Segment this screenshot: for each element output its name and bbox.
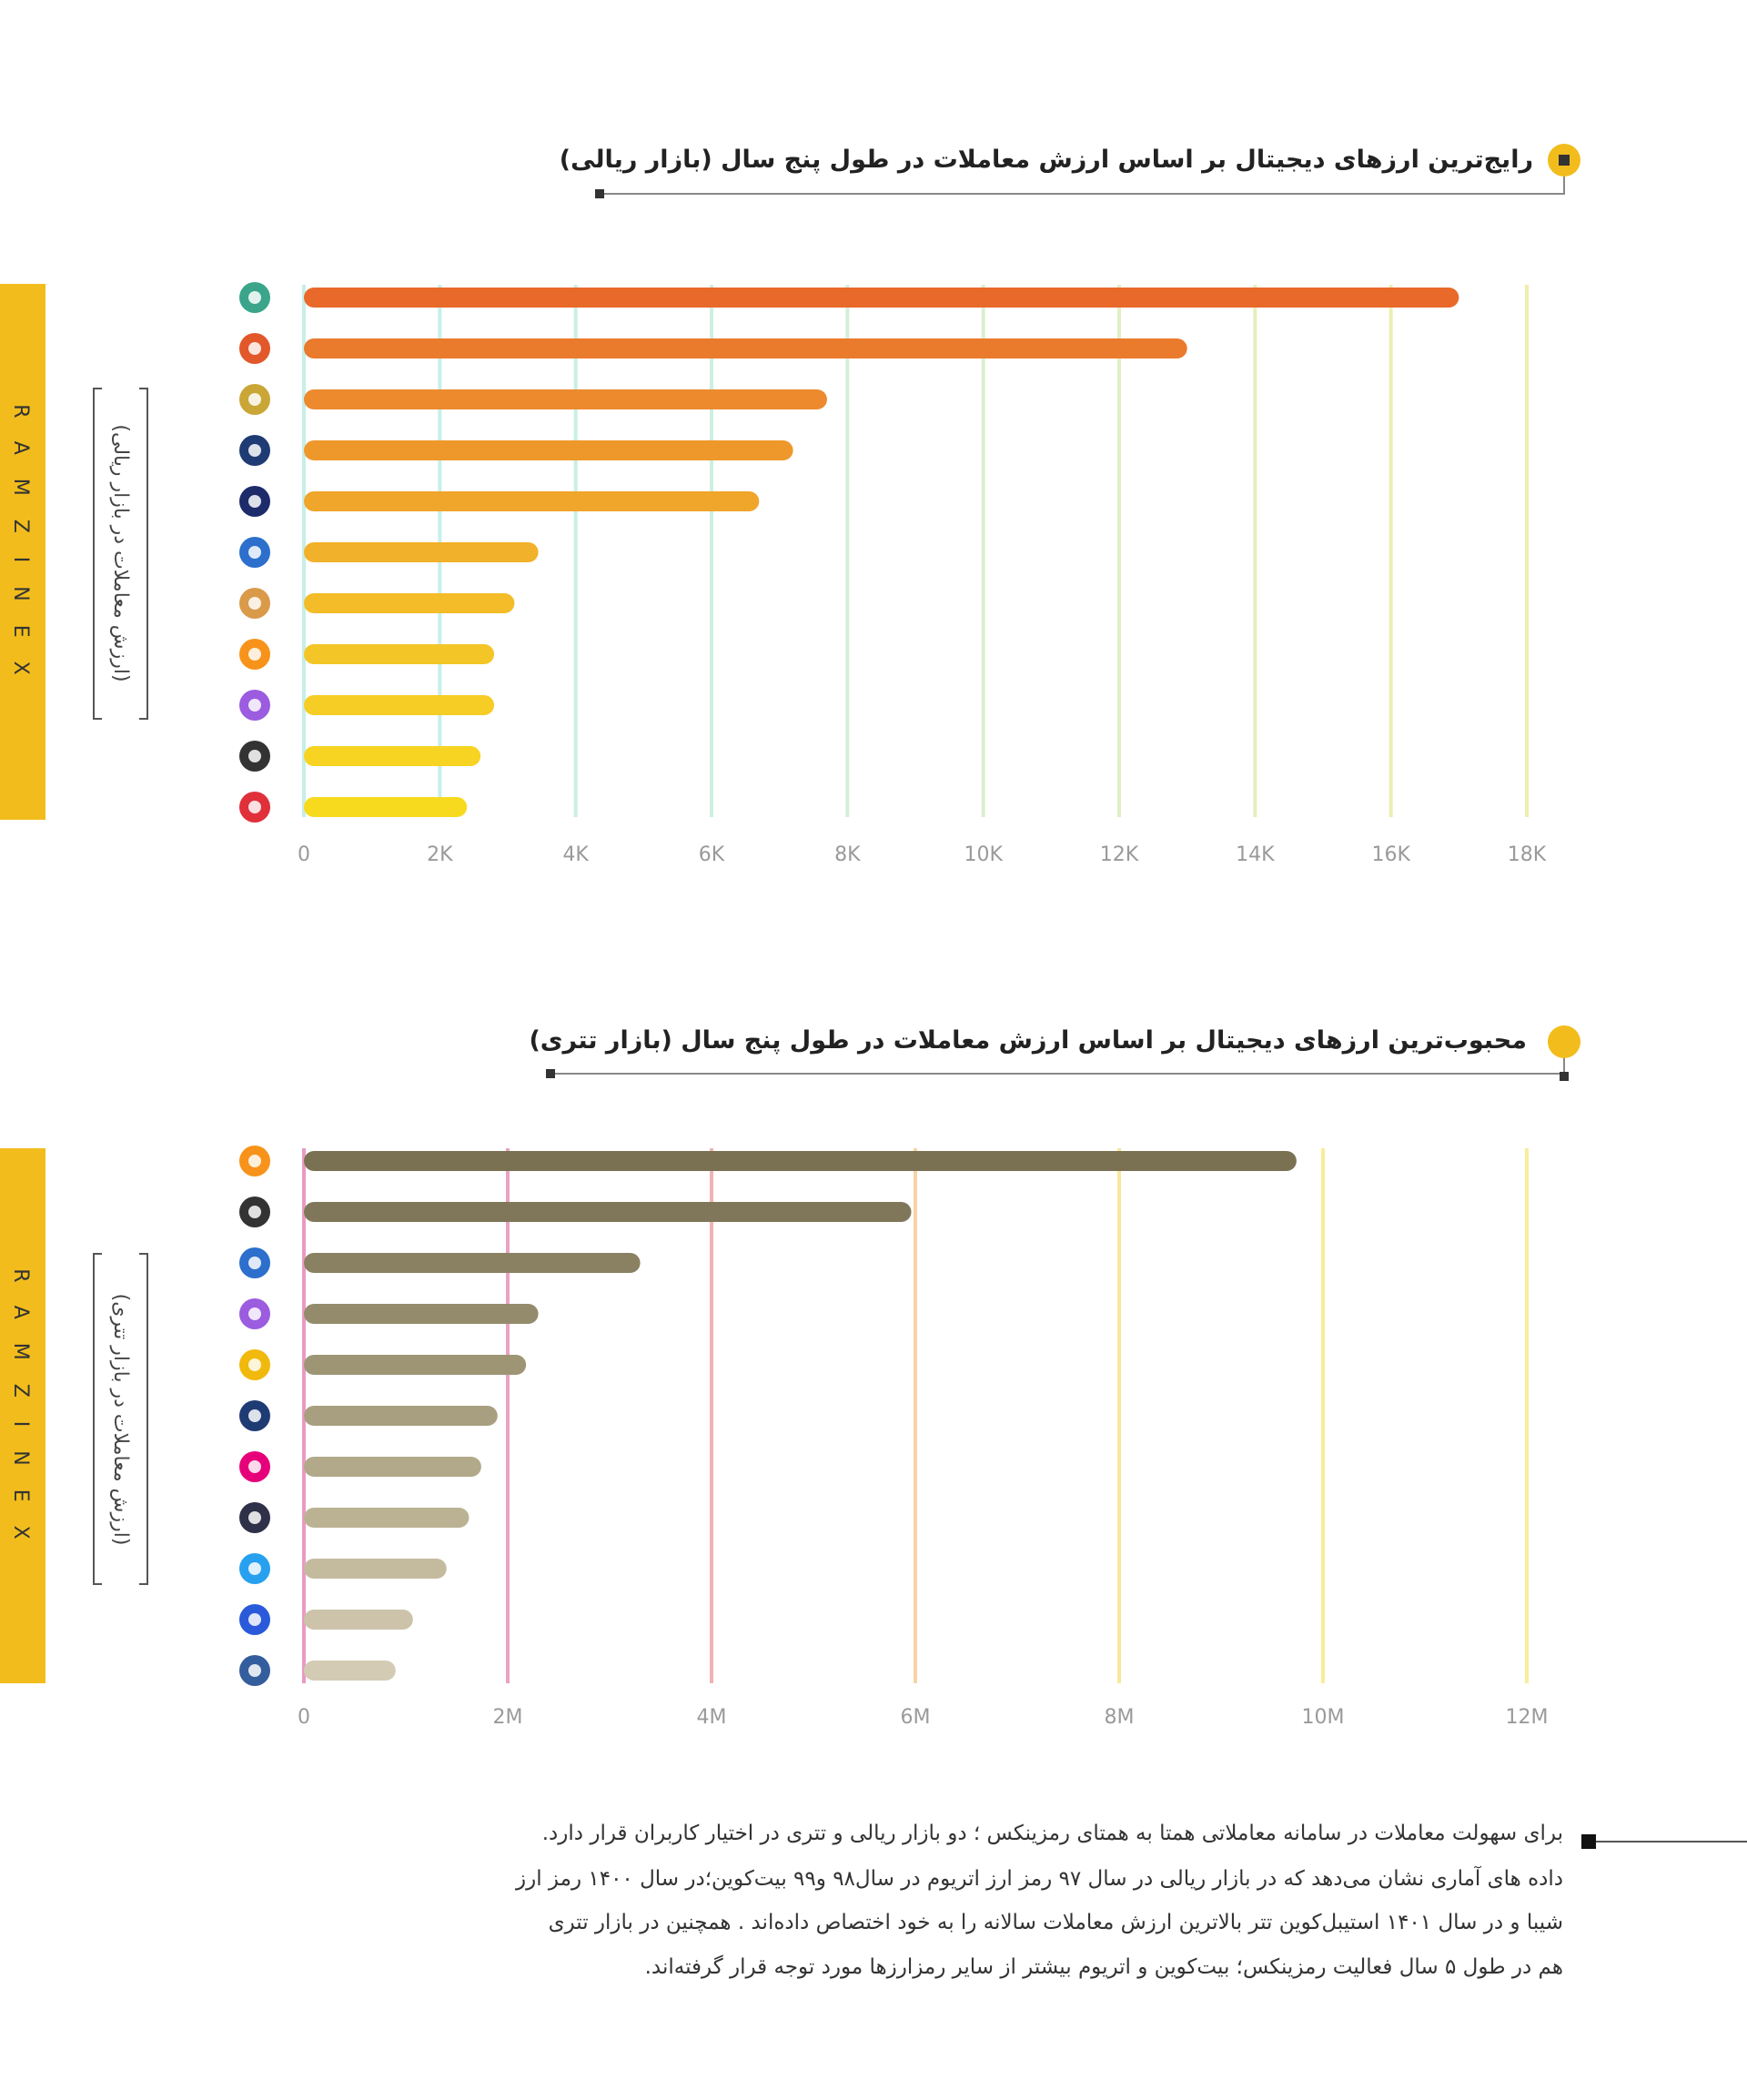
coin-icon-inner: [248, 1562, 261, 1575]
y-axis-label: (ارزش معاملات در بازار تتری): [109, 1294, 132, 1546]
coin-icon-inner: [248, 1511, 261, 1524]
coin-icon-inner: [248, 1358, 261, 1371]
bar: [304, 491, 760, 511]
coin-icon-inner: [248, 699, 261, 712]
x-tick-label: 4K: [562, 843, 589, 866]
bar: [304, 1508, 470, 1528]
bar: [304, 338, 1187, 358]
title-underline: [550, 1055, 1565, 1075]
x-tick-label: 14K: [1236, 843, 1275, 866]
chart-title: محبوب‌ترین ارزهای دیجیتال بر اساس ارزش م…: [529, 1026, 1527, 1055]
coin-icon-inner: [248, 1257, 261, 1269]
coin-icon-inner: [248, 648, 261, 661]
x-tick-label: 8K: [834, 843, 861, 866]
coin-icon-inner: [248, 495, 261, 508]
x-tick-label: 0: [298, 1706, 310, 1729]
coin-icon-inner: [248, 597, 261, 610]
paragraph-bullet: [1581, 1834, 1596, 1849]
underline-end: [595, 189, 604, 198]
title-bullet-dot: [1559, 155, 1570, 166]
coin-icon-inner: [248, 801, 261, 813]
title-underline: [600, 173, 1565, 195]
bar: [304, 695, 495, 715]
bar: [304, 1253, 641, 1273]
x-tick-label: 10M: [1302, 1706, 1345, 1729]
coin-icon-inner: [248, 1664, 261, 1677]
x-tick-label: 12M: [1506, 1706, 1549, 1729]
coin-icon-inner: [248, 1460, 261, 1473]
title-bullet: [1548, 1025, 1580, 1058]
y-axis-label: (ارزش معاملات در بازار ریالی): [109, 424, 132, 681]
x-tick-label: 10K: [964, 843, 1003, 866]
coin-icon-inner: [248, 1613, 261, 1626]
coin-icon-inner: [248, 1307, 261, 1320]
coin-icon-inner: [248, 393, 261, 406]
coin-icon-inner: [248, 1155, 261, 1167]
coin-icon-inner: [248, 750, 261, 762]
bar: [304, 1151, 1297, 1171]
brand: RAMZINEX: [9, 404, 32, 698]
bar: [304, 1661, 396, 1681]
x-tick-label: 12K: [1100, 843, 1139, 866]
coin-icon-inner: [248, 342, 261, 355]
bar: [304, 389, 827, 409]
paragraph-line: شیبا و در سال ۱۴۰۱ استیبل‌کوین تتر بالات…: [548, 1911, 1563, 1934]
coin-icon-inner: [248, 291, 261, 304]
bar: [304, 1304, 539, 1324]
ylabel-bracket: [93, 388, 148, 720]
bar: [304, 1457, 481, 1477]
bar: [304, 797, 468, 817]
paragraph-line: هم در طول ۵ سال فعالیت رمزینکس؛ بیت‌کوین…: [644, 1955, 1563, 1979]
x-tick-label: 4M: [697, 1706, 727, 1729]
bar: [304, 1610, 413, 1630]
underline-end: [1560, 1072, 1569, 1081]
coin-icon-inner: [248, 444, 261, 457]
bar: [304, 593, 515, 613]
bar: [304, 1355, 527, 1375]
x-tick-label: 16K: [1371, 843, 1410, 866]
underline-end: [546, 1069, 555, 1078]
x-tick-label: 18K: [1508, 843, 1547, 866]
paragraph-line: برای سهولت معاملات در سامانه معاملاتی هم…: [541, 1822, 1563, 1845]
bar: [304, 1202, 912, 1222]
bar: [304, 644, 495, 664]
paragraph-line: داده های آماری نشان می‌دهد که در بازار ر…: [516, 1867, 1563, 1891]
x-tick-label: 6K: [699, 843, 725, 866]
coin-icon-inner: [248, 546, 261, 559]
coin-icon-inner: [248, 1206, 261, 1218]
brand: RAMZINEX: [9, 1268, 32, 1562]
bar: [304, 542, 539, 562]
bar: [304, 1406, 498, 1426]
coin-icon-inner: [248, 1409, 261, 1422]
x-tick-label: 2M: [493, 1706, 523, 1729]
x-tick-label: 8M: [1105, 1706, 1135, 1729]
chart-title: رایج‌ترین ارزهای دیجیتال بر اساس ارزش مع…: [559, 146, 1533, 174]
bar: [304, 288, 1459, 308]
brand-band: [0, 284, 45, 820]
brand-band: [0, 1148, 45, 1683]
bar: [304, 440, 793, 460]
bar: [304, 746, 481, 766]
x-tick-label: 6M: [901, 1706, 931, 1729]
ylabel-bracket: [93, 1253, 148, 1585]
x-tick-label: 0: [298, 843, 310, 866]
bar: [304, 1559, 447, 1579]
x-tick-label: 2K: [427, 843, 453, 866]
